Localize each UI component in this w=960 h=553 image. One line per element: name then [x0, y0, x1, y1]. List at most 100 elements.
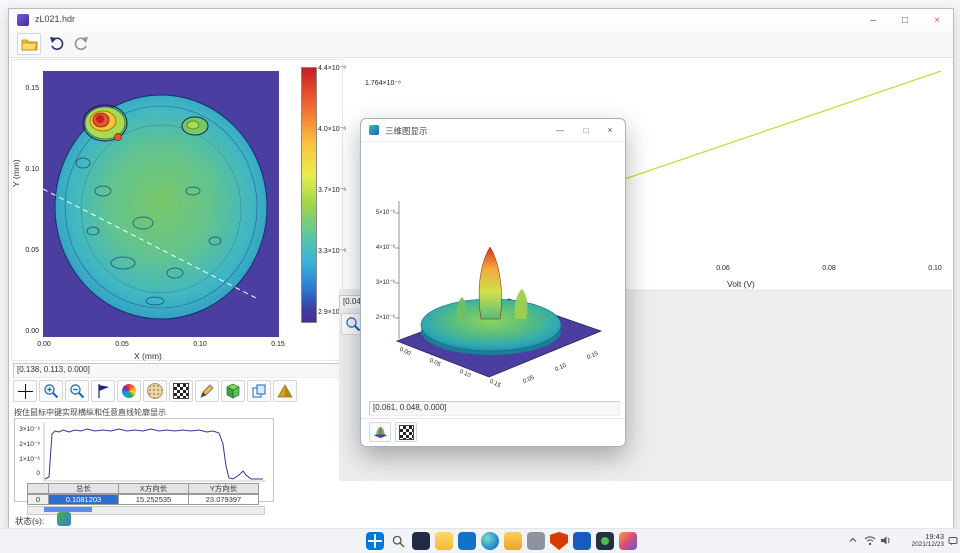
redo-button[interactable]: [69, 33, 93, 55]
taskbar: 19:43 2021/12/23: [0, 528, 960, 553]
close-button[interactable]: ×: [921, 9, 953, 31]
profile-y-tick: 3×10⁻⁶: [15, 425, 40, 433]
contour-x-tick: 0.10: [189, 341, 211, 348]
profile-y-tick: 2×10⁻⁶: [15, 440, 40, 448]
start-logo-gap-h: [368, 540, 382, 542]
colorbar-tick: 4.4×10⁻⁶: [318, 64, 346, 72]
surface-pattern-tool-button[interactable]: [395, 422, 417, 442]
minimize-button[interactable]: –: [857, 9, 889, 31]
taskbar-edge-icon[interactable]: [481, 532, 499, 550]
taskbar-folder-icon[interactable]: [504, 532, 522, 550]
pencil-icon: [199, 383, 215, 399]
contour-colorbar: [301, 67, 317, 323]
surface-view-tool-button[interactable]: [369, 422, 391, 442]
app-icon: [17, 14, 29, 26]
pyramid-icon: [277, 383, 293, 399]
tray-chevron-button[interactable]: [848, 535, 858, 545]
float-separator: [361, 418, 625, 419]
taskbar-start-button[interactable]: [366, 532, 384, 550]
contour-x-tick: 0.00: [33, 341, 55, 348]
flag-tool-button[interactable]: [91, 380, 115, 402]
float-window-3d: 三维图显示 — □ ×: [360, 118, 626, 447]
texture-tool-button[interactable]: [143, 380, 167, 402]
tray-volume-button[interactable]: [880, 535, 892, 546]
chevron-up-icon: [848, 535, 858, 545]
surface-3d-tool-button[interactable]: [221, 380, 245, 402]
pyramid-tool-button[interactable]: [273, 380, 297, 402]
taskbar-icons: [366, 532, 637, 550]
cube-3d-icon: [225, 383, 241, 399]
mini-surface-icon: [373, 425, 388, 440]
taskbar-chat-icon[interactable]: [596, 532, 614, 550]
copy-tool-button[interactable]: [247, 380, 271, 402]
tray-clock[interactable]: 19:43 2021/12/23: [898, 532, 944, 549]
colorbar-tick: 4.0×10⁻⁶: [318, 125, 346, 133]
taskbar-widgets-icon[interactable]: [412, 532, 430, 550]
measurement-table: 总长 X方向长 Y方向长 0 0.1081203 15.252535 23.07…: [27, 483, 263, 505]
surface-z-tick: 4×10⁻⁶: [363, 244, 395, 251]
float-window-title: 三维图显示: [385, 125, 428, 137]
main-toolbar: [9, 31, 953, 58]
copy-layers-icon: [251, 383, 267, 399]
crosshair-icon: [18, 384, 33, 399]
flag-icon: [96, 383, 111, 399]
chat-dot: [601, 537, 609, 545]
profile-y-tick: 1×10⁻⁶: [15, 455, 40, 463]
checker-pattern-icon: [173, 383, 189, 399]
table-row-index[interactable]: 0: [27, 494, 49, 505]
float-app-icon: [369, 125, 379, 135]
profile-y-tick: 0: [15, 470, 40, 477]
zoom-out-icon: [69, 383, 85, 399]
zoom-out-tool-button[interactable]: [65, 380, 89, 402]
table-cell-selected[interactable]: 0.1081203: [49, 494, 119, 505]
table-cell[interactable]: 15.252535: [119, 494, 189, 505]
taskbar-search-button[interactable]: [389, 532, 407, 550]
float-minimize-button[interactable]: —: [547, 119, 573, 141]
taskbar-app2-icon[interactable]: [619, 532, 637, 550]
profile-plot-curve: [43, 422, 267, 484]
crosshair-tool-button[interactable]: [13, 380, 37, 402]
notification-icon: [948, 536, 958, 546]
contour-cursor-status: [0.138, 0.113, 0.000]: [13, 363, 344, 378]
pattern-tool-button[interactable]: [169, 380, 193, 402]
iv-x-tick: 0.10: [923, 265, 947, 272]
table-header: X方向长: [119, 483, 189, 494]
clock-date: 2021/12/23: [898, 541, 944, 549]
tray-network-button[interactable]: [864, 535, 876, 546]
iv-x-tick: 0.06: [711, 265, 735, 272]
float-titlebar[interactable]: 三维图显示 — □ ×: [361, 119, 625, 142]
contour-plot-canvas[interactable]: [43, 71, 279, 337]
taskbar-defender-icon[interactable]: [550, 532, 568, 550]
contour-tool-row: [13, 380, 343, 404]
undo-button[interactable]: [45, 33, 69, 55]
tray-notification-button[interactable]: [948, 536, 958, 546]
wifi-icon: [864, 535, 876, 546]
redo-icon: [73, 36, 89, 52]
maximize-button[interactable]: □: [889, 9, 921, 31]
taskbar-store-icon[interactable]: [458, 532, 476, 550]
colormap-tool-button[interactable]: [117, 380, 141, 402]
taskbar-word-icon[interactable]: [573, 532, 591, 550]
speaker-icon: [880, 535, 892, 546]
taskbar-file-explorer-icon[interactable]: [435, 532, 453, 550]
iv-x-axis-label: Volt (V): [727, 279, 755, 289]
main-titlebar[interactable]: zL021.hdr – □ ×: [9, 9, 953, 32]
table-header: Y方向长: [189, 483, 259, 494]
surface-z-tick: 5×10⁻⁶: [363, 209, 395, 216]
status-label: 状态(s):: [15, 515, 44, 527]
taskbar-app-icon[interactable]: [527, 532, 545, 550]
window-title: zL021.hdr: [35, 14, 75, 24]
desktop: { "colors": { "accent": "#2d6fd1", "plot…: [0, 0, 960, 552]
zoom-in-tool-button[interactable]: [39, 380, 63, 402]
iv-y-tick: 1.764×10⁻⁶: [357, 79, 401, 87]
open-file-button[interactable]: [17, 33, 41, 55]
contour-x-tick: 0.05: [111, 341, 133, 348]
float-maximize-button[interactable]: □: [573, 119, 599, 141]
folder-open-icon: [21, 37, 38, 51]
float-close-button[interactable]: ×: [597, 119, 623, 141]
edit-tool-button[interactable]: [195, 380, 219, 402]
profile-hint-text: 按住鼠标中键实现横纵和任意直线轮廓显示: [14, 407, 166, 418]
search-icon: [392, 535, 405, 548]
contour-y-tick: 0.15: [15, 85, 39, 92]
table-cell[interactable]: 23.079397: [189, 494, 259, 505]
